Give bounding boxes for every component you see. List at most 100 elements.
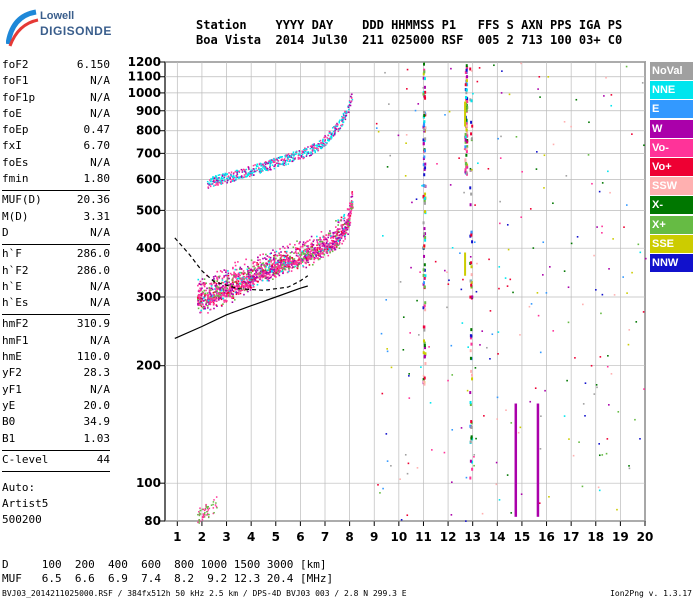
echo-point xyxy=(319,246,321,249)
interference-point xyxy=(423,85,426,89)
echo-point xyxy=(329,230,331,232)
echo-point xyxy=(213,295,216,297)
echo-point xyxy=(330,246,333,249)
param-row: B0 34.9 xyxy=(2,415,110,431)
echo-point xyxy=(311,246,314,249)
echo-point xyxy=(257,276,259,279)
echo-point xyxy=(243,174,246,176)
echo-point xyxy=(219,288,221,291)
interference-point xyxy=(422,380,425,384)
echo-point xyxy=(234,287,236,290)
echo-point xyxy=(207,299,210,302)
echo-point xyxy=(232,266,234,269)
echo-point xyxy=(287,158,289,160)
echo-point xyxy=(198,518,201,521)
echo-point xyxy=(325,241,328,244)
noise-point xyxy=(505,409,507,412)
noise-point xyxy=(610,373,613,375)
interference-point xyxy=(424,346,427,350)
echo-point xyxy=(217,297,220,299)
echo-point xyxy=(244,289,246,291)
param-name: D xyxy=(2,225,9,239)
echo-point xyxy=(259,172,262,174)
echo-point xyxy=(201,301,203,304)
echo-point xyxy=(217,181,219,183)
echo-point xyxy=(247,273,250,276)
echo-point xyxy=(245,176,247,178)
echo-point xyxy=(256,276,258,279)
echo-point xyxy=(335,235,337,237)
echo-point xyxy=(273,259,276,262)
echo-point xyxy=(199,297,202,300)
low-bar xyxy=(536,403,540,517)
echo-point xyxy=(309,145,312,148)
noise-point xyxy=(474,367,477,369)
echo-point xyxy=(231,278,234,280)
echo-point xyxy=(341,227,344,230)
echo-point xyxy=(275,266,278,268)
echo-point xyxy=(208,182,210,185)
echo-point xyxy=(309,254,312,257)
echo-point xyxy=(322,236,324,238)
echo-point xyxy=(209,185,212,188)
echo-point xyxy=(259,275,262,277)
interference-point xyxy=(422,128,425,132)
echo-point xyxy=(234,171,237,173)
echo-point xyxy=(237,282,239,284)
echo-point xyxy=(294,158,296,160)
echo-point xyxy=(239,287,241,289)
echo-point xyxy=(250,170,252,172)
interference-point xyxy=(424,238,427,242)
echo-point xyxy=(198,282,201,285)
echo-point xyxy=(262,262,265,264)
echo-point xyxy=(257,256,259,259)
echo-point xyxy=(312,147,315,149)
echo-point xyxy=(325,238,328,241)
noise-point xyxy=(436,163,438,165)
echo-point xyxy=(208,297,211,300)
echo-point xyxy=(215,179,218,182)
echo-point xyxy=(348,208,351,211)
echo-point xyxy=(258,168,260,171)
echo-point xyxy=(300,155,303,157)
echo-point xyxy=(267,276,270,278)
echo-point xyxy=(329,242,331,244)
echo-point xyxy=(250,286,252,289)
echo-point xyxy=(299,262,301,264)
echo-point xyxy=(275,276,277,278)
echo-point xyxy=(344,111,347,113)
interference-point xyxy=(422,378,425,382)
noise-point xyxy=(642,311,645,313)
footer-muf-row: MUF 6.5 6.6 6.9 7.4 8.2 9.2 12.3 20.4 [M… xyxy=(2,572,334,585)
noise-point xyxy=(625,65,628,68)
echo-point xyxy=(288,264,290,267)
echo-point xyxy=(283,267,286,270)
interference-point xyxy=(465,153,468,157)
echo-point xyxy=(319,241,321,243)
echo-point xyxy=(283,266,286,269)
echo-point xyxy=(274,253,277,256)
echo-point xyxy=(256,268,258,271)
noise-point xyxy=(491,333,494,336)
echo-point xyxy=(304,150,307,153)
echo-point xyxy=(349,104,352,107)
echo-point xyxy=(207,505,209,508)
interference-point xyxy=(424,274,427,278)
echo-point xyxy=(207,516,210,519)
echo-point xyxy=(317,149,320,152)
echo-point xyxy=(288,265,290,268)
echo-point xyxy=(295,261,298,263)
echo-point xyxy=(234,291,237,294)
echo-point xyxy=(287,156,289,158)
echo-point xyxy=(347,219,350,221)
echo-point xyxy=(234,261,236,264)
echo-point xyxy=(236,278,238,281)
echo-point xyxy=(301,251,304,254)
echo-point xyxy=(332,231,334,234)
echo-point xyxy=(201,291,204,293)
noise-point xyxy=(418,334,420,336)
y-tick-label: 100 xyxy=(136,476,161,490)
echo-point xyxy=(213,294,215,296)
echo-point xyxy=(212,178,215,180)
noise-point xyxy=(607,170,609,173)
